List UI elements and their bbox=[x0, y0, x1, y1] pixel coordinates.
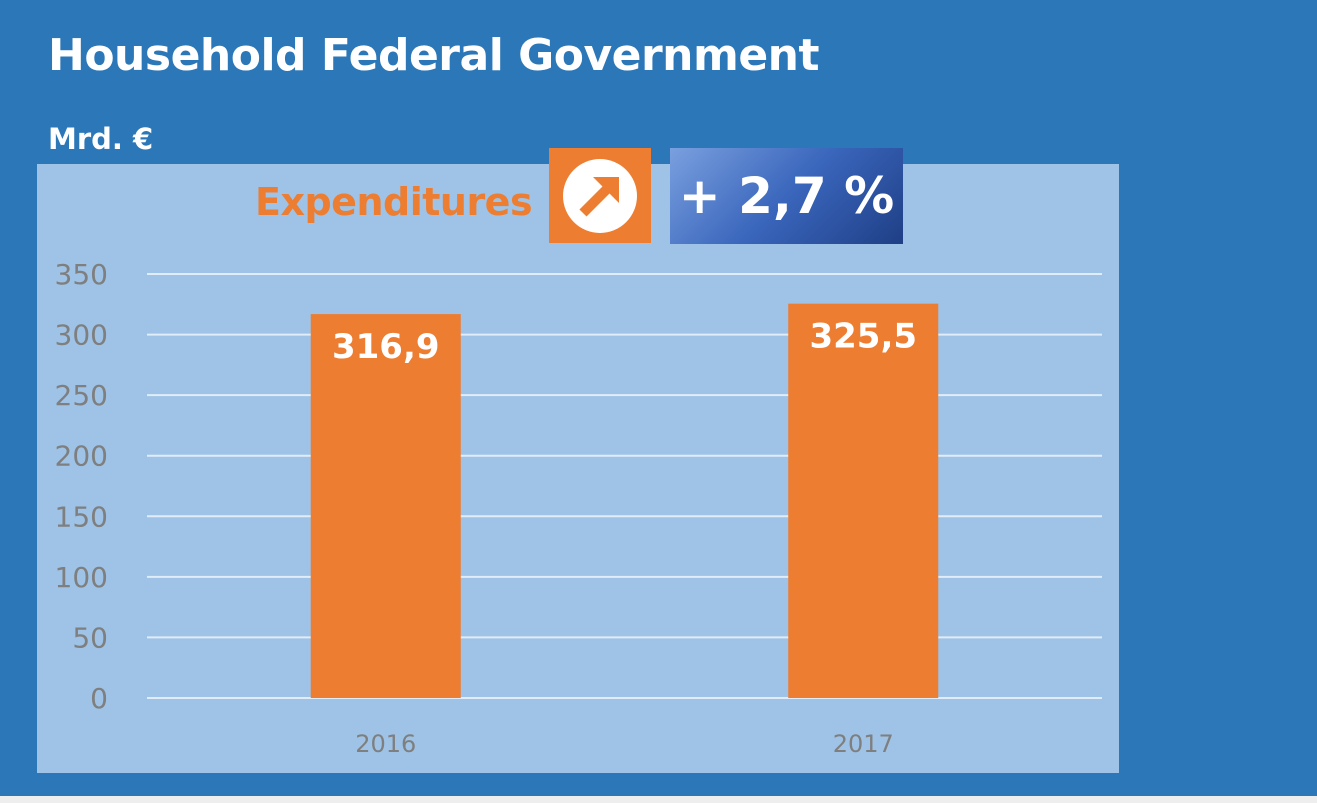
x-tick-label: 2016 bbox=[355, 730, 416, 758]
gridlines bbox=[147, 273, 1102, 699]
y-tick-label: 250 bbox=[55, 379, 108, 412]
page-title: Household Federal Government bbox=[48, 30, 820, 81]
change-value: + 2,7 % bbox=[678, 167, 895, 225]
bar-2017 bbox=[788, 303, 939, 698]
y-tick-label: 300 bbox=[55, 319, 108, 352]
expenditures-label: Expenditures bbox=[255, 180, 533, 224]
y-tick-label: 350 bbox=[55, 258, 108, 291]
arrow-badge bbox=[549, 148, 651, 243]
y-tick-label: 200 bbox=[55, 440, 108, 473]
y-tick-label: 150 bbox=[55, 500, 108, 533]
y-axis-ticks: 0 50 100 150 200 250 300 350 bbox=[55, 258, 108, 715]
arrow-up-right-circle-icon bbox=[563, 158, 637, 233]
unit-label: Mrd. € bbox=[48, 122, 154, 156]
y-tick-label: 0 bbox=[90, 682, 108, 715]
bar-value-label: 325,5 bbox=[809, 317, 917, 357]
change-badge: + 2,7 % bbox=[670, 148, 903, 244]
y-tick-label: 50 bbox=[72, 621, 108, 654]
bar-value-label: 316,9 bbox=[332, 327, 440, 367]
y-tick-label: 100 bbox=[55, 561, 108, 594]
x-tick-label: 2017 bbox=[833, 730, 894, 758]
bar-2016 bbox=[310, 314, 461, 698]
chart-panel bbox=[37, 164, 1119, 773]
bars: 316,9 325,5 bbox=[310, 303, 939, 698]
x-axis-ticks: 2016 2017 bbox=[355, 730, 894, 758]
